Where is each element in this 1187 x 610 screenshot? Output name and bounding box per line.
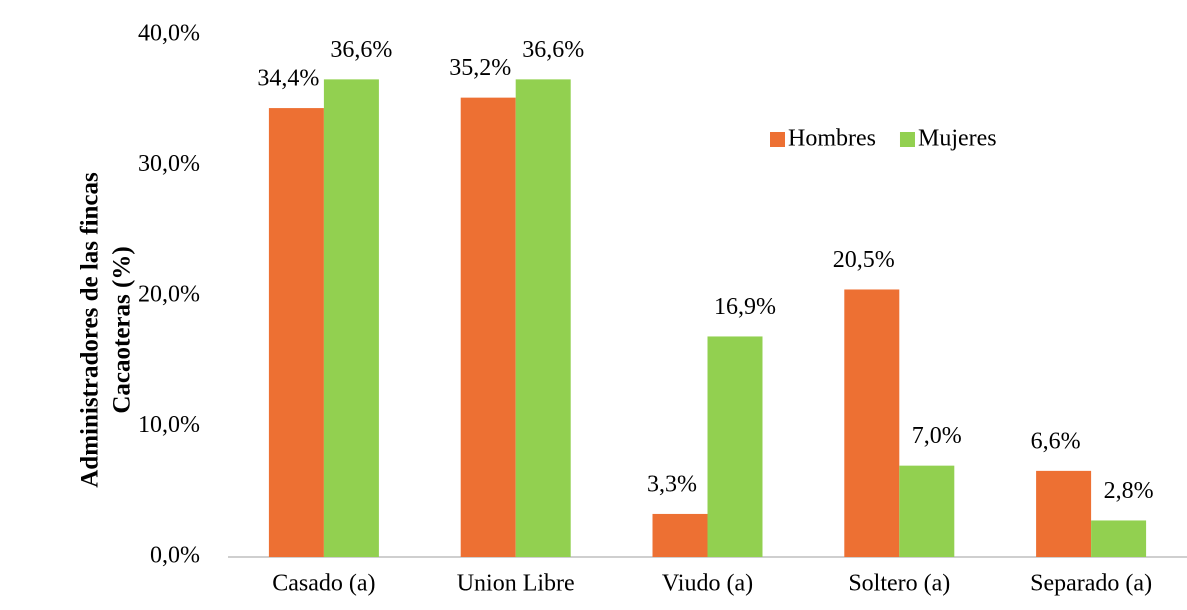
bar: [1091, 520, 1147, 557]
value-label: 3,3%: [647, 471, 697, 497]
bar: [899, 465, 955, 557]
bar: [844, 289, 900, 557]
legend-swatch: [770, 132, 785, 147]
legend-swatch: [899, 132, 915, 147]
legend-label: Mujeres: [918, 126, 997, 152]
value-label: 2,8%: [1104, 478, 1154, 504]
y-axis-title-line: Administradores de las fincas: [77, 172, 104, 488]
value-label: 34,4%: [257, 66, 319, 92]
bar: [652, 513, 708, 557]
x-tick-label: Union Libre: [457, 571, 575, 597]
bar: [460, 97, 516, 557]
value-label: 6,6%: [1031, 428, 1081, 454]
x-tick-label: Soltero (a): [848, 571, 950, 597]
bar: [323, 79, 379, 558]
y-axis-title-line: Cacaoteras (%): [109, 246, 136, 413]
y-axis-title: Administradores de las fincas Cacaoteras…: [77, 172, 136, 488]
value-label: 35,2%: [449, 55, 511, 81]
bar: [515, 79, 571, 558]
value-label: 20,5%: [833, 247, 895, 273]
y-tick-label: 30,0%: [138, 151, 200, 177]
y-tick-label: 40,0%: [138, 21, 200, 47]
value-label: 36,6%: [522, 37, 584, 63]
y-tick-label: 10,0%: [138, 412, 200, 438]
x-tick-label: Casado (a): [272, 571, 375, 597]
y-tick-label: 0,0%: [150, 543, 200, 569]
x-tick-label: Separado (a): [1030, 571, 1152, 597]
value-label: 16,9%: [714, 294, 776, 320]
value-label: 36,6%: [330, 37, 392, 63]
legend-label: Hombres: [788, 126, 876, 152]
y-tick-label: 20,0%: [138, 282, 200, 308]
bar: [268, 108, 324, 557]
bar: [707, 336, 763, 557]
x-tick-label: Viudo (a): [662, 571, 753, 597]
value-label: 7,0%: [912, 423, 962, 449]
bar: [1036, 470, 1092, 557]
